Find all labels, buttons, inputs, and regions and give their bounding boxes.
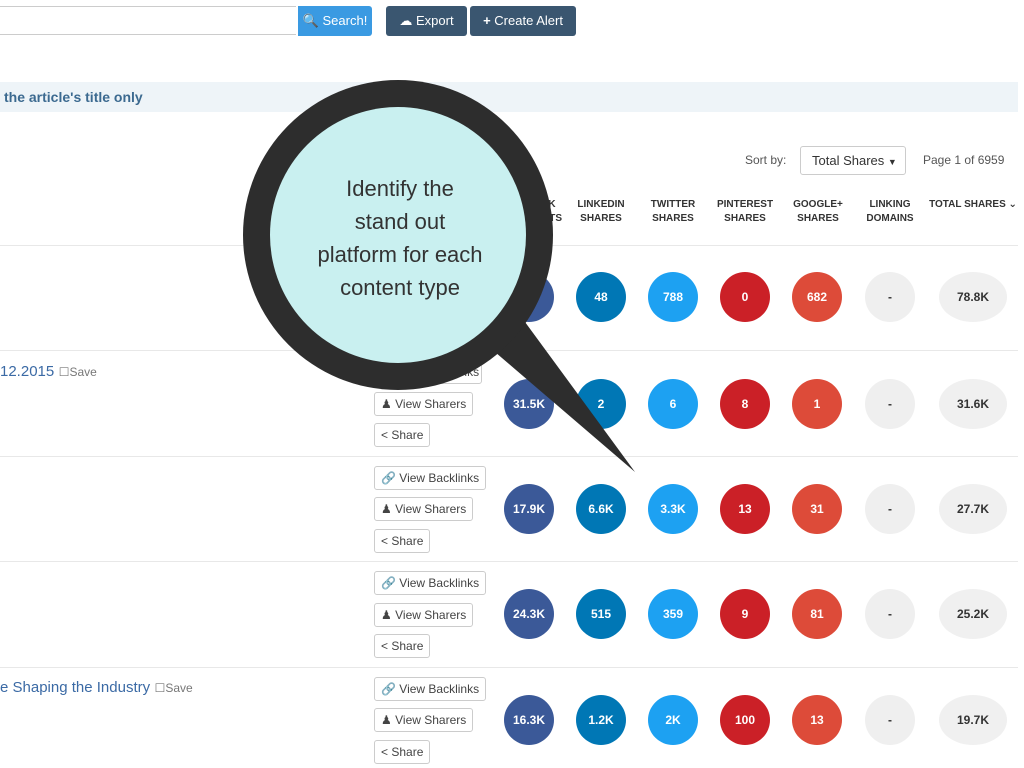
cloud-upload-icon: ☁ bbox=[399, 13, 413, 28]
sort-by-label: Sort by: bbox=[745, 153, 787, 167]
view-sharers-button[interactable]: ♟ View Sharers bbox=[374, 497, 474, 521]
view-backlinks-button[interactable]: 🔗 View Backlinks bbox=[374, 571, 487, 595]
linking-domains-count: - bbox=[865, 484, 915, 534]
plus-icon: + bbox=[483, 13, 491, 28]
users-icon: ♟ bbox=[381, 502, 392, 516]
total-shares-count: 27.7K bbox=[939, 484, 1007, 534]
total-shares-count: 31.6K bbox=[939, 379, 1007, 429]
create-alert-button[interactable]: + Create Alert bbox=[470, 6, 576, 36]
googleplus-count: 31 bbox=[792, 484, 842, 534]
col-twitter-shares[interactable]: TWITTER SHARES bbox=[650, 199, 696, 224]
col-linking-domains[interactable]: LINKING DOMAINS bbox=[866, 199, 914, 224]
article-title-link[interactable]: e Shaping the Industry bbox=[0, 679, 151, 696]
col-googleplus-shares[interactable]: GOOGLE+ SHARES bbox=[793, 199, 843, 224]
share-icon: < bbox=[381, 745, 389, 759]
row-divider bbox=[0, 456, 1018, 457]
callout-lens bbox=[270, 107, 526, 363]
save-button[interactable]: ☐Save bbox=[154, 681, 193, 695]
twitter-count: 6 bbox=[648, 379, 698, 429]
sort-select[interactable]: Total Shares ▼ bbox=[800, 146, 906, 175]
chevron-down-icon: ⌄ bbox=[1008, 199, 1017, 210]
col-total-shares[interactable]: TOTAL SHARES ⌄ bbox=[929, 199, 1017, 210]
share-icon: < bbox=[381, 639, 389, 653]
search-button[interactable]: 🔍 Search! bbox=[298, 6, 372, 36]
googleplus-count: 682 bbox=[792, 272, 842, 322]
callout-text: Identify the stand out platform for each… bbox=[317, 176, 483, 300]
linking-domains-count: - bbox=[865, 379, 915, 429]
search-input[interactable] bbox=[0, 6, 296, 35]
linkedin-count: 48 bbox=[576, 272, 626, 322]
linkedin-count: 515 bbox=[576, 589, 626, 639]
article-title-row-5: e Shaping the Industry ☐Save bbox=[0, 679, 193, 697]
users-icon: ♟ bbox=[381, 608, 392, 622]
total-shares-count: 78.8K bbox=[939, 272, 1007, 322]
pinterest-count: 13 bbox=[720, 484, 770, 534]
share-icon: < bbox=[381, 428, 389, 442]
total-shares-count: 25.2K bbox=[939, 589, 1007, 639]
callout-pointer bbox=[495, 322, 635, 472]
link-icon: 🔗 bbox=[381, 471, 396, 485]
view-sharers-button[interactable]: ♟ View Sharers bbox=[374, 603, 474, 627]
view-sharers-button[interactable]: ♟ View Sharers bbox=[374, 392, 474, 416]
share-button[interactable]: < Share bbox=[374, 634, 431, 658]
col-pinterest-shares[interactable]: PINTEREST SHARES bbox=[716, 199, 774, 224]
view-sharers-button[interactable]: ♟ View Sharers bbox=[374, 708, 474, 732]
twitter-count: 3.3K bbox=[648, 484, 698, 534]
twitter-count: 359 bbox=[648, 589, 698, 639]
total-shares-count: 19.7K bbox=[939, 695, 1007, 745]
link-icon: 🔗 bbox=[381, 576, 396, 590]
bookmark-icon: ☐ bbox=[154, 681, 166, 695]
save-button[interactable]: ☐Save bbox=[58, 365, 97, 379]
pinterest-count: 9 bbox=[720, 589, 770, 639]
linkedin-count: 1.2K bbox=[576, 695, 626, 745]
linking-domains-count: - bbox=[865, 589, 915, 639]
share-button[interactable]: < Share bbox=[374, 529, 431, 553]
view-backlinks-button[interactable]: 🔗 View Backlinks bbox=[374, 677, 487, 701]
row-divider bbox=[0, 561, 1018, 562]
users-icon: ♟ bbox=[381, 713, 392, 727]
facebook-count: 16.3K bbox=[504, 695, 554, 745]
article-title-row-2: 12.2015 ☐Save bbox=[0, 363, 97, 381]
pinterest-count: 100 bbox=[720, 695, 770, 745]
googleplus-count: 13 bbox=[792, 695, 842, 745]
googleplus-count: 81 bbox=[792, 589, 842, 639]
users-icon: ♟ bbox=[381, 397, 392, 411]
view-backlinks-button[interactable]: 🔗 View Backlinks bbox=[374, 466, 487, 490]
linking-domains-count: - bbox=[865, 272, 915, 322]
caret-down-icon: ▼ bbox=[887, 157, 897, 167]
googleplus-count: 1 bbox=[792, 379, 842, 429]
link-icon: 🔗 bbox=[381, 682, 396, 696]
linkedin-count: 6.6K bbox=[576, 484, 626, 534]
col-linkedin-shares[interactable]: LINKEDIN SHARES bbox=[577, 199, 625, 224]
linking-domains-count: - bbox=[865, 695, 915, 745]
twitter-count: 2K bbox=[648, 695, 698, 745]
export-button[interactable]: ☁ Export bbox=[386, 6, 467, 36]
pinterest-count: 0 bbox=[720, 272, 770, 322]
facebook-count: 17.9K bbox=[504, 484, 554, 534]
article-title-link[interactable]: 12.2015 bbox=[0, 363, 55, 380]
twitter-count: 788 bbox=[648, 272, 698, 322]
share-icon: < bbox=[381, 534, 389, 548]
bookmark-icon: ☐ bbox=[58, 365, 70, 379]
page-info: Page 1 of 6959 bbox=[923, 153, 1005, 167]
row-divider bbox=[0, 667, 1018, 668]
pinterest-count: 8 bbox=[720, 379, 770, 429]
facebook-count: 24.3K bbox=[504, 589, 554, 639]
search-info-bar: the article's title only bbox=[0, 82, 1018, 112]
share-button[interactable]: < Share bbox=[374, 423, 431, 447]
search-icon: 🔍 bbox=[302, 13, 319, 28]
share-button[interactable]: < Share bbox=[374, 740, 431, 764]
